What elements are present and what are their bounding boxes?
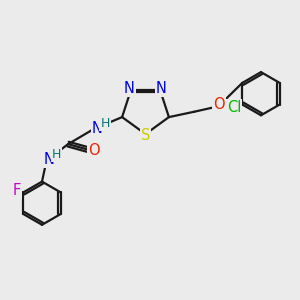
Text: N: N — [124, 81, 135, 96]
Text: H: H — [52, 148, 61, 160]
Text: O: O — [88, 142, 99, 158]
Text: O: O — [213, 97, 225, 112]
Text: N: N — [156, 81, 167, 96]
Text: N: N — [92, 121, 103, 136]
Text: H: H — [100, 117, 110, 130]
Text: Cl: Cl — [227, 100, 241, 115]
Text: N: N — [44, 152, 55, 166]
Text: F: F — [13, 182, 21, 197]
Text: S: S — [141, 128, 150, 143]
